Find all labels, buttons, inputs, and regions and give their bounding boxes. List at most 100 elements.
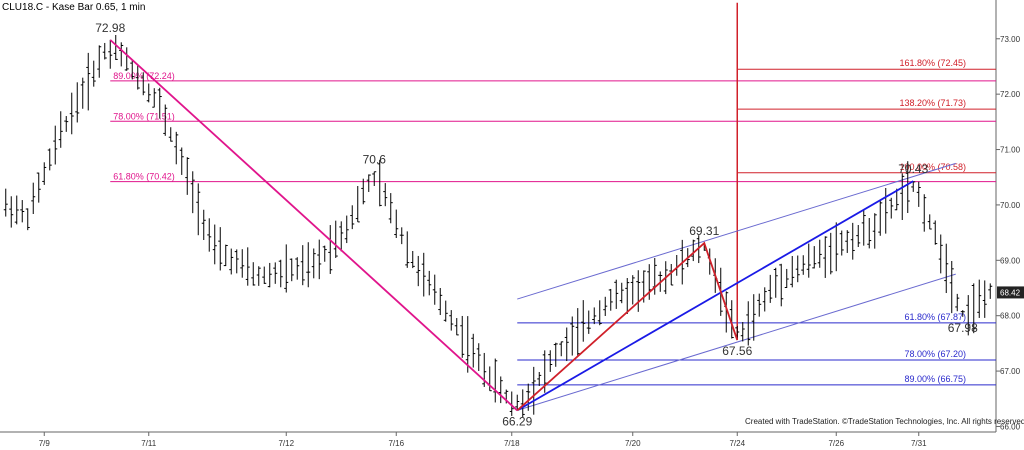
ohlc-bar xyxy=(449,310,454,331)
ohlc-bar xyxy=(185,157,190,195)
pivot-label: 66.29 xyxy=(502,414,532,428)
ohlc-bar xyxy=(152,88,157,108)
ohlc-bar xyxy=(966,295,971,336)
ohlc-bar xyxy=(141,72,146,96)
ohlc-bar xyxy=(31,182,36,215)
ohlc-bar xyxy=(58,111,63,148)
ohlc-bar xyxy=(630,275,635,305)
ohlc-bar xyxy=(916,181,921,207)
ohlc-bar xyxy=(427,270,432,296)
ohlc-bar xyxy=(201,209,206,241)
ohlc-bar xyxy=(372,171,377,186)
fib-retracement-up-label: 78.00% (67.20) xyxy=(904,349,966,359)
ohlc-bar xyxy=(570,316,575,356)
ohlc-bar xyxy=(240,249,245,278)
ohlc-bar xyxy=(553,342,558,367)
x-tick-label: 7/12 xyxy=(278,439,294,448)
ohlc-bar xyxy=(9,196,14,228)
ohlc-bar xyxy=(795,255,800,283)
ohlc-bar xyxy=(350,205,355,230)
ohlc-bar xyxy=(625,278,630,315)
ohlc-bar xyxy=(977,279,982,318)
ohlc-bar xyxy=(564,327,569,362)
pivot-label: 70.43 xyxy=(898,162,928,176)
ohlc-bar xyxy=(691,239,696,262)
ohlc-bar xyxy=(465,316,470,373)
ohlc-bar xyxy=(949,261,954,314)
x-tick-label: 7/18 xyxy=(504,439,520,448)
x-tick-label: 7/31 xyxy=(911,439,927,448)
ohlc-bar xyxy=(438,287,443,316)
ohlc-bar xyxy=(817,239,822,268)
pivot-label: 72.98 xyxy=(95,21,125,35)
ohlc-bar xyxy=(108,39,113,69)
pivot-label: 70.6 xyxy=(363,153,387,167)
ohlc-bar xyxy=(388,193,393,224)
ohlc-bar xyxy=(614,279,619,309)
ohlc-bar xyxy=(751,294,756,341)
ohlc-bar xyxy=(273,262,278,284)
ohlc-bar xyxy=(784,268,789,288)
ohlc-bar xyxy=(922,194,927,232)
ohlc-bar xyxy=(328,225,333,274)
magenta-wave-line xyxy=(109,39,518,412)
ohlc-bar xyxy=(603,296,608,316)
ohlc-bar xyxy=(91,60,96,87)
ohlc-bar xyxy=(416,255,421,287)
ohlc-bar xyxy=(806,243,811,278)
ohlc-bar xyxy=(69,92,74,135)
ohlc-bar xyxy=(955,293,960,312)
ohlc-bar xyxy=(47,148,52,171)
ohlc-bar xyxy=(284,244,289,293)
ohlc-bar xyxy=(256,266,261,286)
chart-title: CLU18.C - Kase Bar 0.65, 1 min xyxy=(2,2,145,13)
ohlc-bar xyxy=(526,383,531,411)
wave-lines xyxy=(109,39,914,412)
ohlc-bar xyxy=(889,197,894,219)
ohlc-bar xyxy=(97,45,102,78)
ohlc-bar xyxy=(581,300,586,342)
fib-extension-label: 100.00% (70.58) xyxy=(899,162,966,172)
ohlc-bar xyxy=(867,217,872,249)
ohlc-bar xyxy=(361,178,366,205)
ohlc-bar xyxy=(878,200,883,236)
ohlc-bar xyxy=(515,394,520,411)
ohlc-bar xyxy=(773,267,778,298)
pivot-label: 69.31 xyxy=(689,224,719,238)
ohlc-bar xyxy=(157,87,162,119)
x-tick-label: 7/9 xyxy=(39,439,51,448)
ohlc-bar xyxy=(168,127,173,142)
ohlc-bar xyxy=(289,258,294,282)
ohlc-bar xyxy=(20,200,25,223)
y-tick-label: 68.00 xyxy=(1000,312,1021,321)
ohlc-bar xyxy=(245,247,250,286)
ohlc-bar xyxy=(53,125,58,165)
ohlc-bar xyxy=(476,343,481,371)
ohlc-bar xyxy=(856,225,861,248)
ohlc-bar xyxy=(212,224,217,265)
y-tick-label: 72.00 xyxy=(1000,90,1021,99)
ohlc-bar xyxy=(927,214,932,230)
ohlc-bar xyxy=(746,301,751,346)
ohlc-bar xyxy=(113,34,118,61)
ohlc-bar xyxy=(300,245,305,286)
ohlc-bar xyxy=(317,239,322,280)
ohlc-bar xyxy=(3,188,8,217)
ohlc-bar xyxy=(559,341,564,357)
ohlc-bar xyxy=(905,161,910,213)
fib-extension-label: 161.80% (72.45) xyxy=(899,58,966,68)
ohlc-bar xyxy=(454,318,459,336)
y-tick-label: 66.00 xyxy=(1000,422,1021,431)
ohlc-bar xyxy=(779,263,784,307)
ohlc-bar xyxy=(509,391,514,416)
ohlc-bar xyxy=(322,245,327,262)
fib-retracement-up-label: 61.80% (67.87) xyxy=(904,312,966,322)
ohlc-bar xyxy=(295,257,300,280)
ohlc-bar xyxy=(432,274,437,305)
ohlc-bar xyxy=(262,266,267,284)
ohlc-bar xyxy=(608,288,613,311)
channel-upper-line xyxy=(517,162,956,300)
trend-channel xyxy=(517,162,956,411)
ohlc-bar xyxy=(174,131,179,165)
ohlc-bar xyxy=(619,282,624,304)
